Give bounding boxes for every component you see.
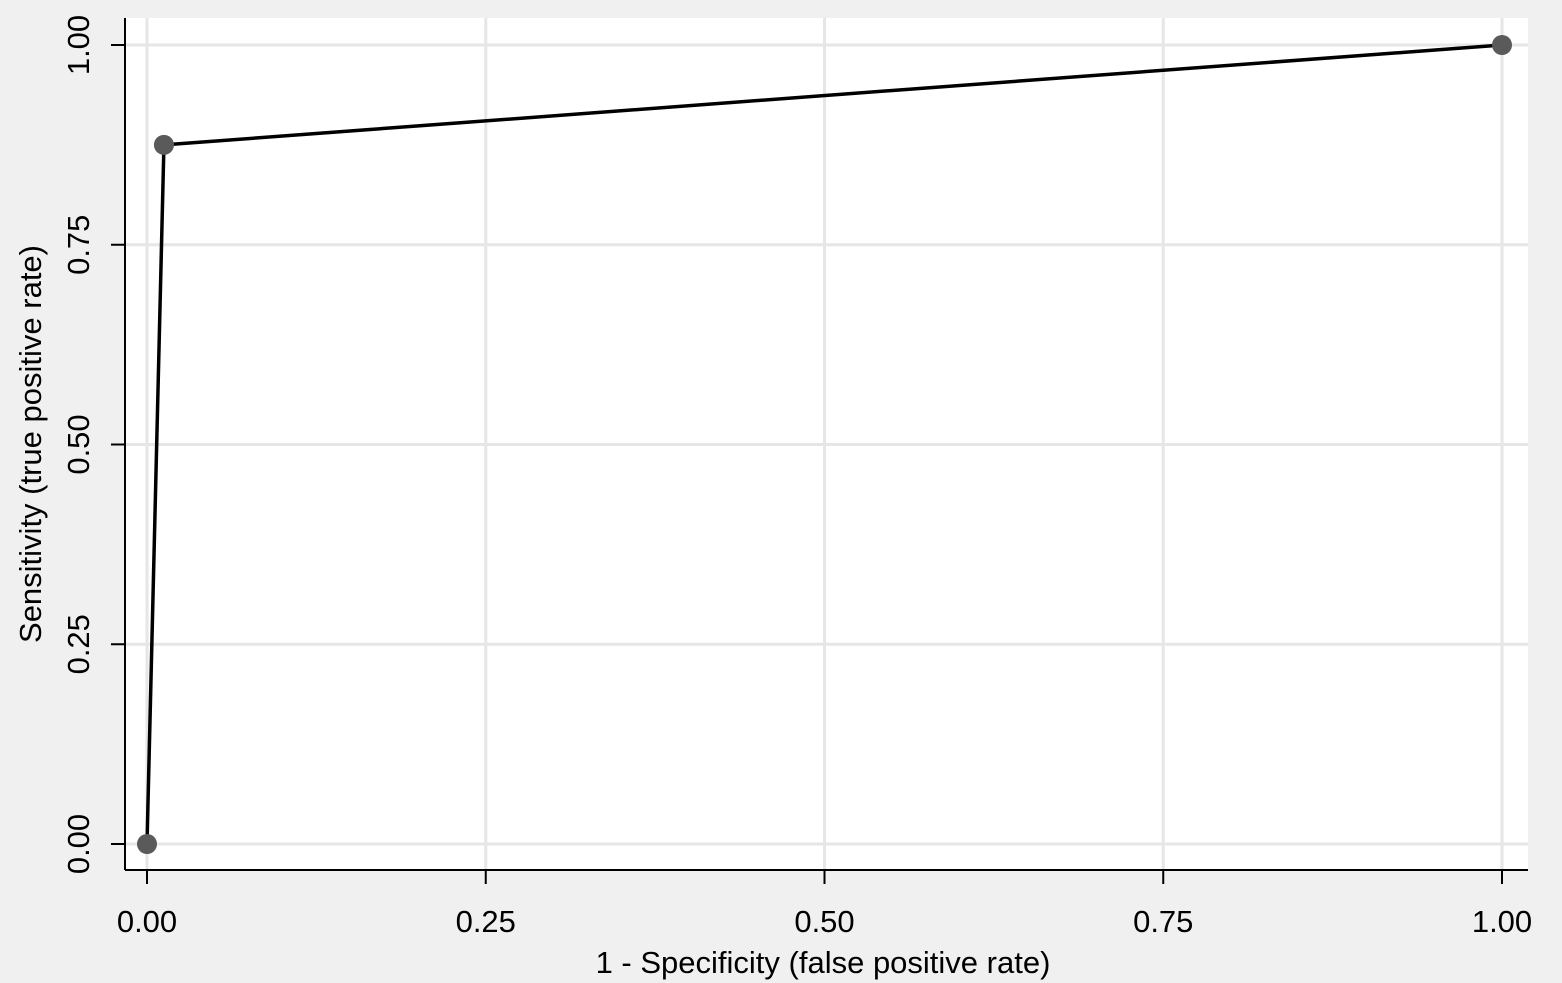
data-point-0-1 xyxy=(153,134,174,155)
x-tick-label-2: 0.50 xyxy=(794,904,854,939)
data-point-0-0 xyxy=(137,834,157,854)
y-tick-label-1: 0.25 xyxy=(61,614,96,674)
y-axis-label: Sensitivity (true positive rate) xyxy=(13,245,48,643)
x-tick-label-4: 1.00 xyxy=(1472,904,1532,939)
x-tick-label-1: 0.25 xyxy=(456,904,516,939)
tick-marks xyxy=(111,44,1503,884)
x-axis-label: 1 - Specificity (false positive rate) xyxy=(596,945,1051,980)
series-group xyxy=(137,35,1512,854)
y-tick-label-2: 0.50 xyxy=(61,414,96,474)
y-tick-label-4: 1.00 xyxy=(61,15,96,75)
grid-lines xyxy=(125,18,1528,870)
y-tick-label-3: 0.75 xyxy=(61,215,96,275)
x-tick-label-0: 0.00 xyxy=(117,904,177,939)
data-point-0-2 xyxy=(1492,35,1512,55)
y-tick-label-0: 0.00 xyxy=(61,814,96,874)
x-tick-label-3: 0.75 xyxy=(1133,904,1193,939)
